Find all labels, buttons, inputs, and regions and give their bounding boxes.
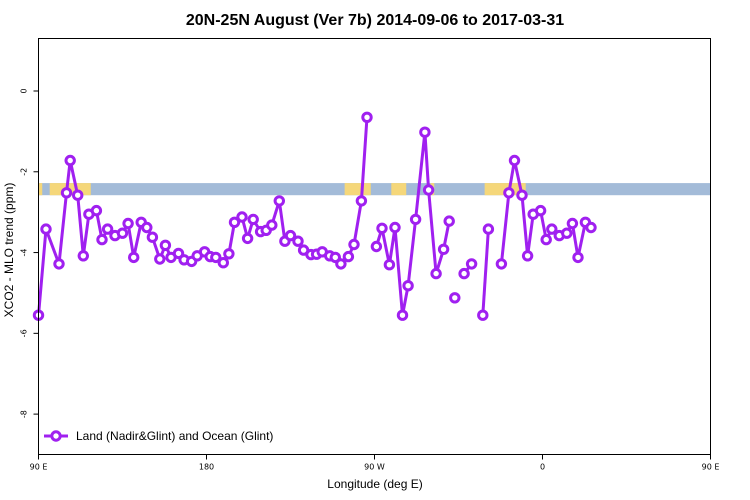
data-point bbox=[348, 238, 360, 251]
data-point bbox=[402, 280, 414, 292]
data-point bbox=[335, 258, 347, 270]
data-point bbox=[540, 233, 552, 246]
data-point bbox=[566, 217, 579, 230]
land-band-segment bbox=[38, 183, 43, 196]
data-point bbox=[482, 223, 495, 235]
land-band-segment bbox=[391, 183, 407, 196]
data-point bbox=[449, 292, 461, 304]
data-point bbox=[273, 195, 285, 207]
data-point bbox=[210, 251, 222, 264]
data-point bbox=[572, 251, 584, 264]
legend: Land (Nadir&Glint) and Ocean (Glint) bbox=[44, 429, 273, 443]
x-tick-label: 90 W bbox=[364, 463, 385, 472]
data-point bbox=[376, 222, 388, 235]
data-point bbox=[90, 204, 103, 217]
data-point bbox=[477, 309, 489, 321]
data-point bbox=[546, 223, 558, 235]
data-point bbox=[370, 240, 383, 253]
data-point bbox=[146, 231, 159, 243]
data-point bbox=[508, 154, 521, 167]
data-point bbox=[122, 217, 134, 230]
data-point bbox=[355, 195, 368, 207]
data-point bbox=[284, 229, 297, 242]
x-tick-label: 90 E bbox=[30, 463, 48, 472]
ocean-band bbox=[38, 183, 711, 196]
data-point bbox=[96, 233, 108, 246]
data-point bbox=[241, 232, 254, 245]
data-point bbox=[361, 111, 373, 124]
data-point bbox=[40, 223, 52, 235]
data-point bbox=[422, 184, 435, 196]
data-point bbox=[72, 189, 84, 201]
plot-area bbox=[32, 111, 711, 321]
data-point bbox=[465, 258, 478, 270]
y-tick-label: -4 bbox=[20, 249, 29, 257]
y-tick-label: -8 bbox=[20, 410, 29, 418]
data-point bbox=[430, 267, 442, 280]
y-tick-label: 0 bbox=[20, 88, 29, 93]
data-point bbox=[389, 221, 401, 234]
chart-title: 20N-25N August (Ver 7b) 2014-09-06 to 20… bbox=[186, 12, 564, 29]
legend-entry-label: Land (Nadir&Glint) and Ocean (Glint) bbox=[76, 429, 273, 443]
data-point bbox=[516, 189, 528, 201]
data-point bbox=[437, 243, 450, 256]
y-axis-label: XCO2 - MLO trend (ppm) bbox=[2, 183, 16, 318]
data-point bbox=[534, 204, 547, 217]
x-tick-label: 180 bbox=[199, 463, 214, 472]
data-point bbox=[396, 309, 409, 321]
x-tick-label: 0 bbox=[540, 463, 545, 472]
axes: 90 E 180 90 W 0 90 E 0 -2 -4 -6 -8 bbox=[20, 38, 720, 472]
data-point bbox=[223, 248, 235, 260]
data-point bbox=[77, 250, 90, 262]
data-point bbox=[443, 215, 455, 227]
legend-marker-swatch bbox=[50, 430, 62, 442]
land-band-segment bbox=[344, 183, 371, 196]
data-point bbox=[159, 239, 172, 252]
data-point bbox=[292, 235, 304, 247]
data-point bbox=[247, 213, 259, 226]
data-point bbox=[64, 154, 76, 167]
y-tick-label: -6 bbox=[20, 329, 29, 337]
data-point bbox=[101, 223, 114, 235]
data-point bbox=[60, 187, 73, 199]
x-tick-label: 90 E bbox=[702, 463, 720, 472]
data-point bbox=[128, 251, 140, 264]
data-point bbox=[383, 259, 396, 271]
data-point bbox=[116, 227, 129, 239]
data-point bbox=[409, 213, 422, 226]
series-line-segment bbox=[481, 229, 490, 316]
data-point bbox=[458, 267, 470, 280]
data-point bbox=[521, 250, 534, 262]
y-tick-label: -2 bbox=[20, 168, 29, 176]
data-point bbox=[503, 187, 515, 199]
x-axis-label: Longitude (deg E) bbox=[327, 477, 422, 491]
data-point bbox=[585, 221, 597, 234]
data-point bbox=[236, 211, 248, 223]
data-point bbox=[561, 227, 573, 239]
data-point bbox=[53, 258, 65, 270]
data-point bbox=[141, 221, 153, 234]
data-point bbox=[228, 216, 241, 229]
data-point bbox=[266, 219, 278, 231]
data-point bbox=[342, 250, 355, 263]
data-point bbox=[217, 257, 230, 269]
data-point bbox=[419, 126, 431, 138]
data-point bbox=[154, 253, 166, 265]
data-point bbox=[495, 258, 508, 270]
